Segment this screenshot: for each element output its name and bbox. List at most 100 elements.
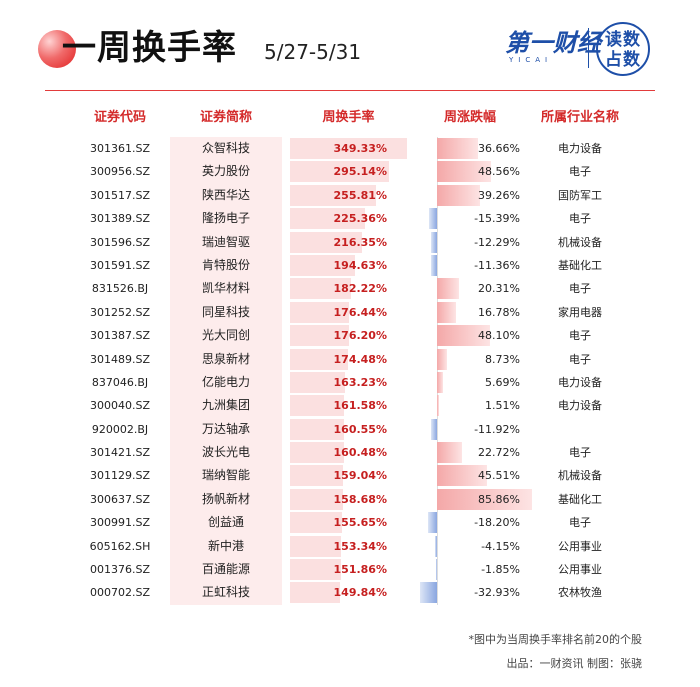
change-value: -18.20%: [474, 516, 520, 530]
turnover-value: 216.35%: [333, 235, 387, 249]
turnover-value: 163.23%: [333, 375, 387, 389]
change-value: -11.36%: [474, 258, 520, 272]
turnover-value: 176.20%: [333, 329, 387, 343]
table-row: 001376.SZ 百通能源 151.86% -1.85% 公用事业: [0, 558, 700, 582]
table-row: 837046.BJ 亿能电力 163.23% 5.69% 电力设备: [0, 370, 700, 395]
turnover-value: 295.14%: [333, 165, 387, 179]
turnover-value: 174.48%: [333, 352, 387, 366]
change-bar: [437, 348, 447, 370]
industry-name: 农林牧渔: [558, 586, 602, 600]
change-value: 48.10%: [478, 329, 520, 343]
change-value: -1.85%: [481, 563, 520, 577]
industry-name: 电子: [569, 282, 591, 296]
change-value: 20.31%: [478, 282, 520, 296]
turnover-bar: [290, 488, 344, 510]
name-cell-background: [170, 534, 282, 559]
name-cell-background: [170, 300, 282, 325]
change-bar: [437, 371, 444, 393]
stock-code: 301421.SZ: [89, 446, 150, 460]
brand-divider: [588, 28, 589, 68]
change-bar: [437, 184, 481, 206]
change-bar: [429, 208, 437, 230]
stock-name: 创益通: [207, 515, 244, 530]
industry-name: 电力设备: [558, 375, 602, 389]
turnover-bar: [290, 278, 352, 300]
name-cell-background: [170, 183, 282, 208]
change-value: 85.86%: [478, 492, 520, 506]
turnover-bar: [290, 254, 356, 276]
turnover-bar: [290, 442, 344, 464]
header: 一周换手率 5/27-5/31 第一财经 YICAI 读数占数: [0, 0, 700, 92]
table-body: 301361.SZ 众智科技 349.33% 36.66% 电力设备 300956.SZ 英…: [0, 137, 700, 605]
change-value: 39.26%: [478, 188, 520, 202]
stock-code: 837046.BJ: [91, 375, 149, 389]
source-credit: 出品：一财资讯 制图：张骁: [506, 657, 643, 670]
industry-name: 电子: [569, 516, 591, 530]
stock-code: 300956.SZ: [89, 165, 150, 179]
change-bar: [420, 582, 437, 604]
change-bar: [437, 138, 478, 159]
stock-code: 301361.SZ: [89, 142, 150, 155]
footnote: *图中为当周换手率排名前20的个股: [468, 633, 643, 646]
change-value: -12.29%: [474, 235, 520, 249]
change-value: 45.51%: [478, 469, 520, 483]
stock-name: 波长光电: [201, 445, 250, 460]
change-bar: [437, 325, 491, 347]
turnover-value: 159.04%: [333, 469, 387, 483]
stock-name: 扬帆新材: [201, 491, 250, 506]
table-row: 301361.SZ 众智科技 349.33% 36.66% 电力设备: [0, 137, 700, 161]
change-bar: [437, 301, 456, 323]
table-header: 证券代码 证券简称 周换手率 周涨跌幅 所属行业名称: [0, 108, 700, 130]
industry-name: 电子: [569, 212, 591, 226]
name-cell-background: [170, 464, 282, 488]
turnover-bar: [290, 231, 363, 253]
stock-name: 瑞纳智能: [201, 468, 250, 483]
stock-name: 凯华材料: [201, 281, 250, 296]
column-header-industry: 所属行业名称: [540, 110, 619, 125]
turnover-value: 160.55%: [333, 422, 387, 436]
change-value: 36.66%: [478, 142, 520, 155]
industry-name: 家用电器: [558, 305, 602, 319]
name-cell-background: [170, 253, 282, 278]
change-bar: [430, 418, 437, 440]
turnover-value: 255.81%: [333, 188, 387, 202]
name-cell-background: [170, 511, 282, 535]
table-row: 301591.SZ 肯特股份 194.63% -11.36% 基础化工: [0, 253, 700, 278]
change-bar: [437, 488, 532, 510]
column-header-turnover: 周换手率: [322, 110, 375, 125]
change-bar: [437, 278, 460, 300]
column-header-code: 证券代码: [93, 110, 146, 125]
stock-name: 肯特股份: [201, 257, 250, 272]
table-row: 300040.SZ 九洲集团 161.58% 1.51% 电力设备: [0, 394, 700, 418]
turnover-bar: [290, 138, 407, 159]
table-row: 301129.SZ 瑞纳智能 159.04% 45.51% 机械设备: [0, 464, 700, 488]
stock-code: 301489.SZ: [89, 352, 150, 366]
turnover-bar: [290, 535, 342, 557]
name-cell-background: [170, 277, 282, 301]
turnover-value: 161.58%: [333, 399, 387, 413]
turnover-value: 151.86%: [333, 563, 387, 577]
table-row: 301596.SZ 瑞迪智驱 216.35% -12.29% 机械设备: [0, 230, 700, 254]
name-cell-background: [170, 137, 282, 161]
turnover-bar: [290, 184, 376, 206]
turnover-bar: [290, 418, 344, 440]
logo-dot-icon: [38, 30, 76, 68]
stock-code: 301387.SZ: [89, 329, 150, 343]
stock-code: 831526.BJ: [91, 282, 149, 296]
industry-name: 基础化工: [558, 258, 602, 272]
name-cell-background: [170, 160, 282, 184]
stock-name: 万达轴承: [201, 421, 250, 436]
change-bar: [436, 559, 437, 581]
stock-code: 300637.SZ: [89, 492, 150, 506]
industry-name: 电子: [569, 329, 591, 343]
name-cell-background: [170, 324, 282, 348]
name-cell-background: [170, 230, 282, 254]
stock-code: 300991.SZ: [89, 516, 150, 530]
stock-code: 301596.SZ: [89, 235, 150, 249]
name-cell-background: [170, 347, 282, 371]
badge-logo: 读数占数: [596, 22, 650, 76]
table-row: 301517.SZ 陕西华达 255.81% 39.26% 国防军工: [0, 183, 700, 208]
stock-name: 新中港: [207, 538, 244, 553]
turnover-bar: [290, 161, 389, 183]
table-row: 301252.SZ 同星科技 176.44% 16.78% 家用电器: [0, 300, 700, 325]
